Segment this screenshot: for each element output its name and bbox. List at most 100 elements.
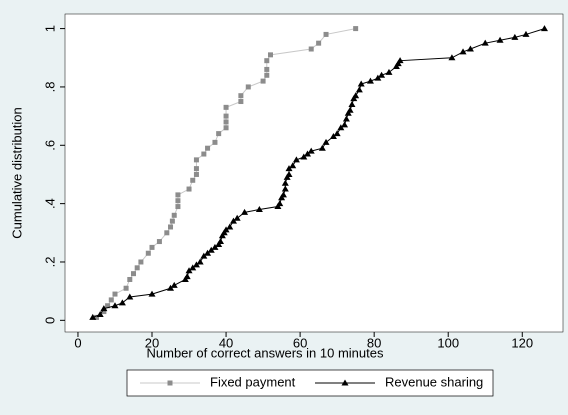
data-point (333, 130, 341, 137)
data-point (459, 48, 467, 55)
data-point (292, 156, 300, 163)
legend-label: Fixed payment (210, 374, 296, 389)
data-point (337, 124, 345, 131)
data-point (89, 313, 97, 320)
data-point (511, 33, 519, 40)
x-tick-label: 20 (145, 335, 159, 350)
data-point (342, 115, 350, 122)
data-point (138, 259, 144, 265)
data-point (355, 86, 363, 93)
legend-marker (341, 379, 349, 386)
data-point (192, 261, 200, 268)
data-point (304, 150, 312, 157)
data-point (353, 26, 359, 32)
data-point (100, 305, 108, 312)
data-point (540, 25, 548, 32)
data-point (226, 223, 234, 230)
data-point (189, 264, 197, 271)
data-point (112, 291, 118, 297)
data-point (101, 309, 107, 315)
data-point (385, 68, 393, 75)
data-point (130, 271, 136, 277)
data-point (281, 185, 289, 192)
y-tick-label: .8 (42, 82, 57, 93)
y-tick-label: 1 (42, 25, 57, 32)
data-point (105, 303, 111, 309)
data-point (217, 238, 225, 245)
data-point (276, 200, 284, 207)
data-point (264, 66, 270, 72)
data-point (200, 252, 208, 259)
data-point (223, 125, 229, 131)
data-point (170, 281, 178, 288)
data-point (164, 230, 170, 236)
data-point (241, 208, 249, 215)
data-point (238, 99, 244, 105)
x-tick-label: 0 (74, 335, 81, 350)
data-point (126, 293, 134, 300)
data-point (374, 74, 382, 81)
data-point (279, 191, 287, 198)
data-point (466, 45, 474, 52)
data-point (183, 273, 191, 280)
data-point (193, 157, 199, 163)
data-point (229, 217, 237, 224)
y-tick-label: .2 (42, 257, 57, 268)
data-point (307, 147, 315, 154)
data-point (196, 258, 204, 265)
data-point (329, 133, 337, 140)
data-point (267, 52, 273, 58)
y-axis-label: Cumulative distribution (9, 107, 24, 239)
x-tick-label: 80 (367, 335, 381, 350)
data-point (264, 72, 270, 78)
data-point (255, 205, 263, 212)
data-point (322, 138, 330, 145)
data-point (167, 284, 175, 291)
data-point (207, 246, 215, 253)
x-tick-label: 100 (437, 335, 459, 350)
data-point (378, 71, 386, 78)
data-point (123, 285, 129, 291)
y-tick-label: .4 (42, 198, 57, 209)
data-point (222, 226, 230, 233)
data-point (233, 214, 241, 221)
data-point (211, 243, 219, 250)
data-point (212, 139, 218, 145)
y-tick-label: .6 (42, 140, 57, 151)
data-point (352, 92, 360, 99)
data-point (96, 310, 104, 317)
data-point (448, 54, 456, 61)
data-point (285, 170, 293, 177)
data-point (357, 80, 365, 87)
data-point (289, 162, 297, 169)
data-point (185, 267, 193, 274)
data-point (190, 177, 196, 183)
data-point (149, 244, 155, 250)
data-point (323, 31, 329, 37)
data-point (348, 100, 356, 107)
data-point (281, 179, 289, 186)
y-tick-label: 0 (42, 317, 57, 324)
data-point (223, 119, 229, 125)
data-point (148, 290, 156, 297)
data-point (264, 58, 270, 64)
data-point (223, 104, 229, 110)
data-point (300, 153, 308, 160)
data-point (193, 171, 199, 177)
data-point (481, 39, 489, 46)
data-point (260, 78, 266, 84)
x-tick-label: 60 (293, 335, 307, 350)
data-point (111, 302, 119, 309)
data-point (175, 204, 181, 210)
data-point (496, 36, 504, 43)
x-tick-label: 40 (219, 335, 233, 350)
data-point (285, 165, 293, 172)
data-point (175, 198, 181, 204)
data-point (316, 40, 322, 46)
data-point (175, 192, 181, 198)
data-point (223, 113, 229, 119)
legend-marker (167, 380, 173, 386)
data-point (216, 131, 222, 137)
data-point (396, 57, 404, 64)
data-point (346, 106, 354, 113)
